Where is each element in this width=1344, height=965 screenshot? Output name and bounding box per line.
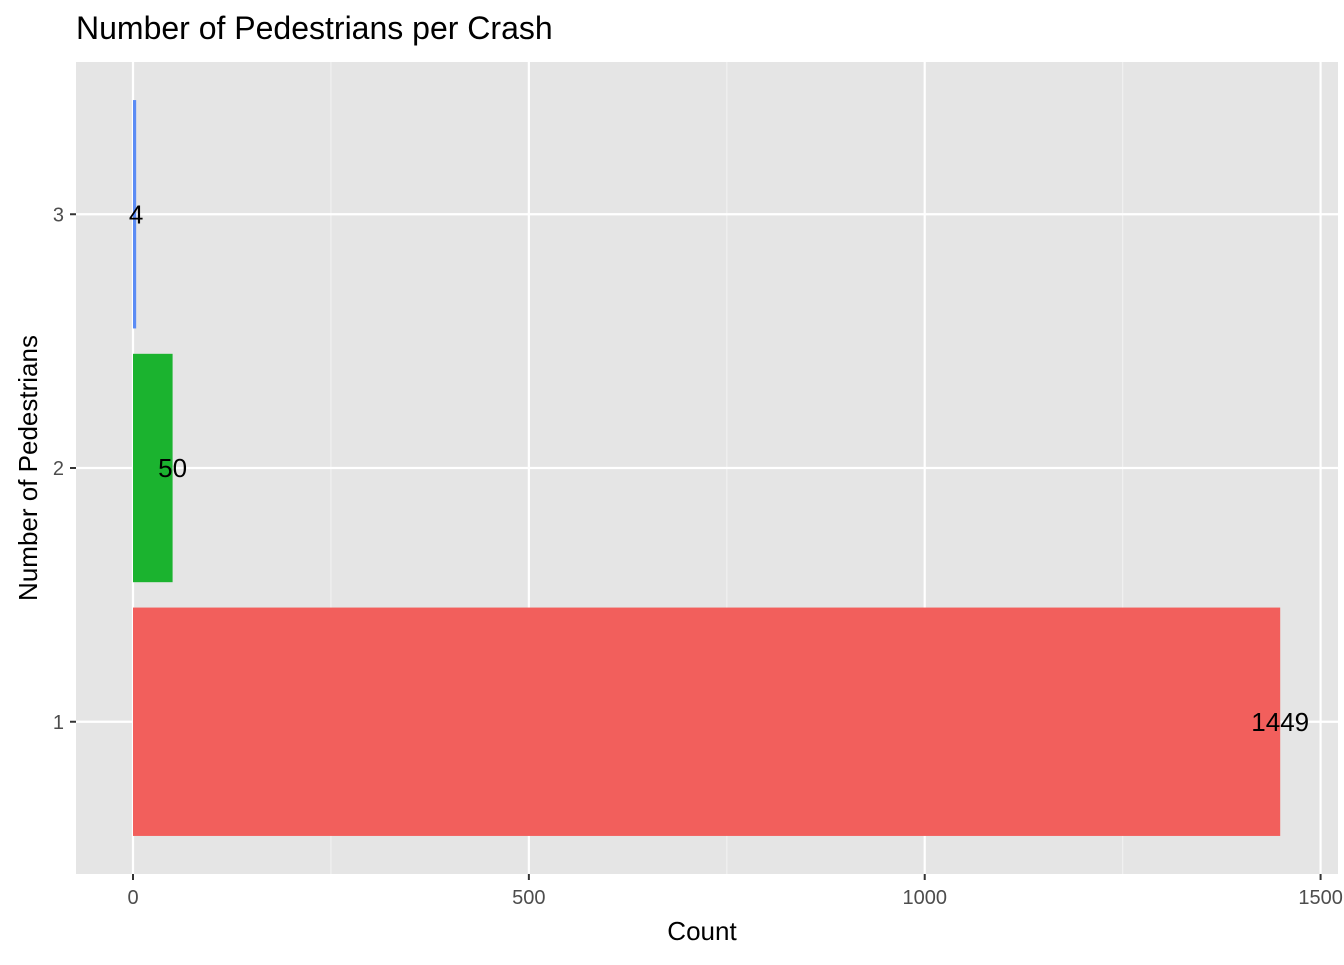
x-tick-label: 0	[127, 887, 138, 909]
x-tick-label: 500	[512, 887, 545, 909]
chart-title: Number of Pedestrians per Crash	[76, 10, 553, 46]
axes: 0 500 1000 1500 1 2 3	[53, 204, 1343, 909]
bars	[133, 100, 1281, 836]
y-axis-title: Number of Pedestrians	[13, 335, 43, 601]
data-labels: 1449 50 4	[129, 199, 1309, 737]
data-label-1: 1449	[1251, 707, 1309, 737]
data-label-2: 50	[158, 453, 187, 483]
bar-3	[133, 100, 137, 329]
data-label-3: 4	[129, 199, 143, 229]
y-tick-label: 2	[53, 458, 64, 480]
x-tick-label: 1000	[902, 887, 947, 909]
y-tick-label: 1	[53, 712, 64, 734]
x-tick-label: 1500	[1298, 887, 1343, 909]
y-tick-label: 3	[53, 204, 64, 226]
bar-1	[133, 607, 1281, 836]
x-axis-title: Count	[667, 916, 737, 946]
bar-2	[133, 353, 173, 583]
